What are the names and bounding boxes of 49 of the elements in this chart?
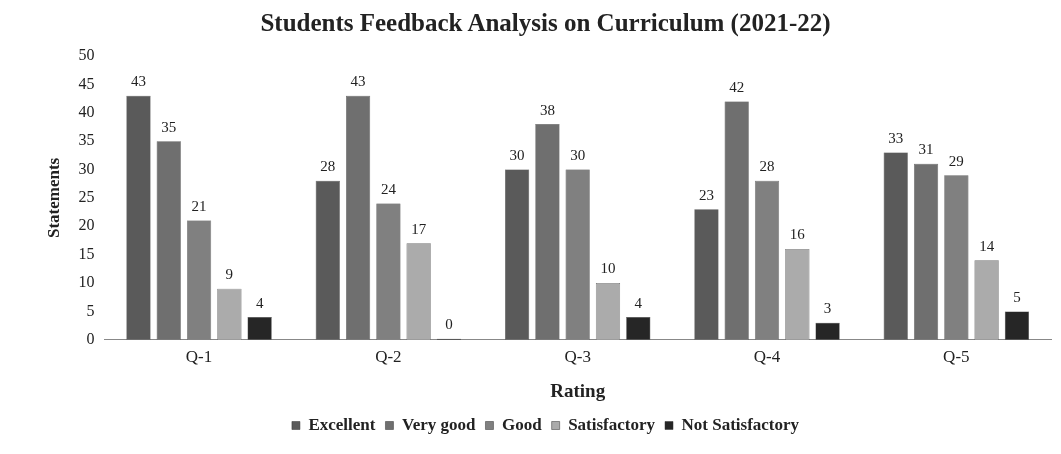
data-label: 3 <box>823 300 832 317</box>
data-label: 28 <box>759 158 775 175</box>
data-label: 14 <box>979 237 995 254</box>
data-label: 28 <box>320 158 336 175</box>
y-tick-label: 25 <box>78 188 95 206</box>
data-label: 38 <box>539 101 555 118</box>
y-tick-label: 45 <box>78 74 95 92</box>
x-tick-label: Q-5 <box>943 347 970 367</box>
data-label: 35 <box>161 118 177 135</box>
data-label: 30 <box>509 146 525 163</box>
legend-label: Good <box>501 414 543 434</box>
y-tick-label: 40 <box>78 102 95 120</box>
data-label: 16 <box>789 226 806 243</box>
x-tick-label: Q-2 <box>375 347 402 367</box>
x-axis-title: Rating <box>550 379 606 401</box>
y-tick-label: 35 <box>78 131 95 149</box>
y-tick-label: 0 <box>86 330 95 347</box>
y-tick-label: 50 <box>78 46 95 64</box>
y-tick-label: 20 <box>78 216 95 234</box>
y-tick-label: 5 <box>86 301 95 319</box>
x-tick-label: Q-3 <box>564 347 591 367</box>
y-tick-label: 30 <box>78 159 95 177</box>
data-label: 30 <box>570 146 586 163</box>
data-label: 29 <box>948 152 964 169</box>
data-label: 10 <box>600 260 616 277</box>
data-label: 33 <box>888 129 904 146</box>
legend-label: Excellent <box>308 414 376 434</box>
data-label: 43 <box>130 73 146 90</box>
data-label: 24 <box>380 181 397 198</box>
y-axis-title: Statements <box>43 157 63 239</box>
y-tick-label: 10 <box>78 273 95 291</box>
x-tick-label: Q-4 <box>753 347 781 367</box>
y-tick-label: 15 <box>78 244 95 262</box>
data-label: 4 <box>255 294 264 311</box>
legend-label: Very good <box>401 414 477 434</box>
data-label: 23 <box>698 186 714 203</box>
data-label: 9 <box>225 266 234 283</box>
data-label: 42 <box>729 78 745 95</box>
x-tick-label: Q-1 <box>185 347 213 367</box>
data-label: 31 <box>918 141 934 158</box>
legend-label: Satisfactory <box>568 414 656 434</box>
chart-title: Students Feedback Analysis on Curriculum (2021-22) <box>260 9 831 38</box>
data-label: 17 <box>411 220 427 237</box>
data-label: 5 <box>1013 288 1021 305</box>
data-label: 0 <box>445 316 453 333</box>
data-label: 4 <box>634 294 643 311</box>
data-label: 21 <box>191 198 207 215</box>
legend-label: Not Satisfactory <box>681 414 800 434</box>
data-label: 43 <box>350 73 366 90</box>
